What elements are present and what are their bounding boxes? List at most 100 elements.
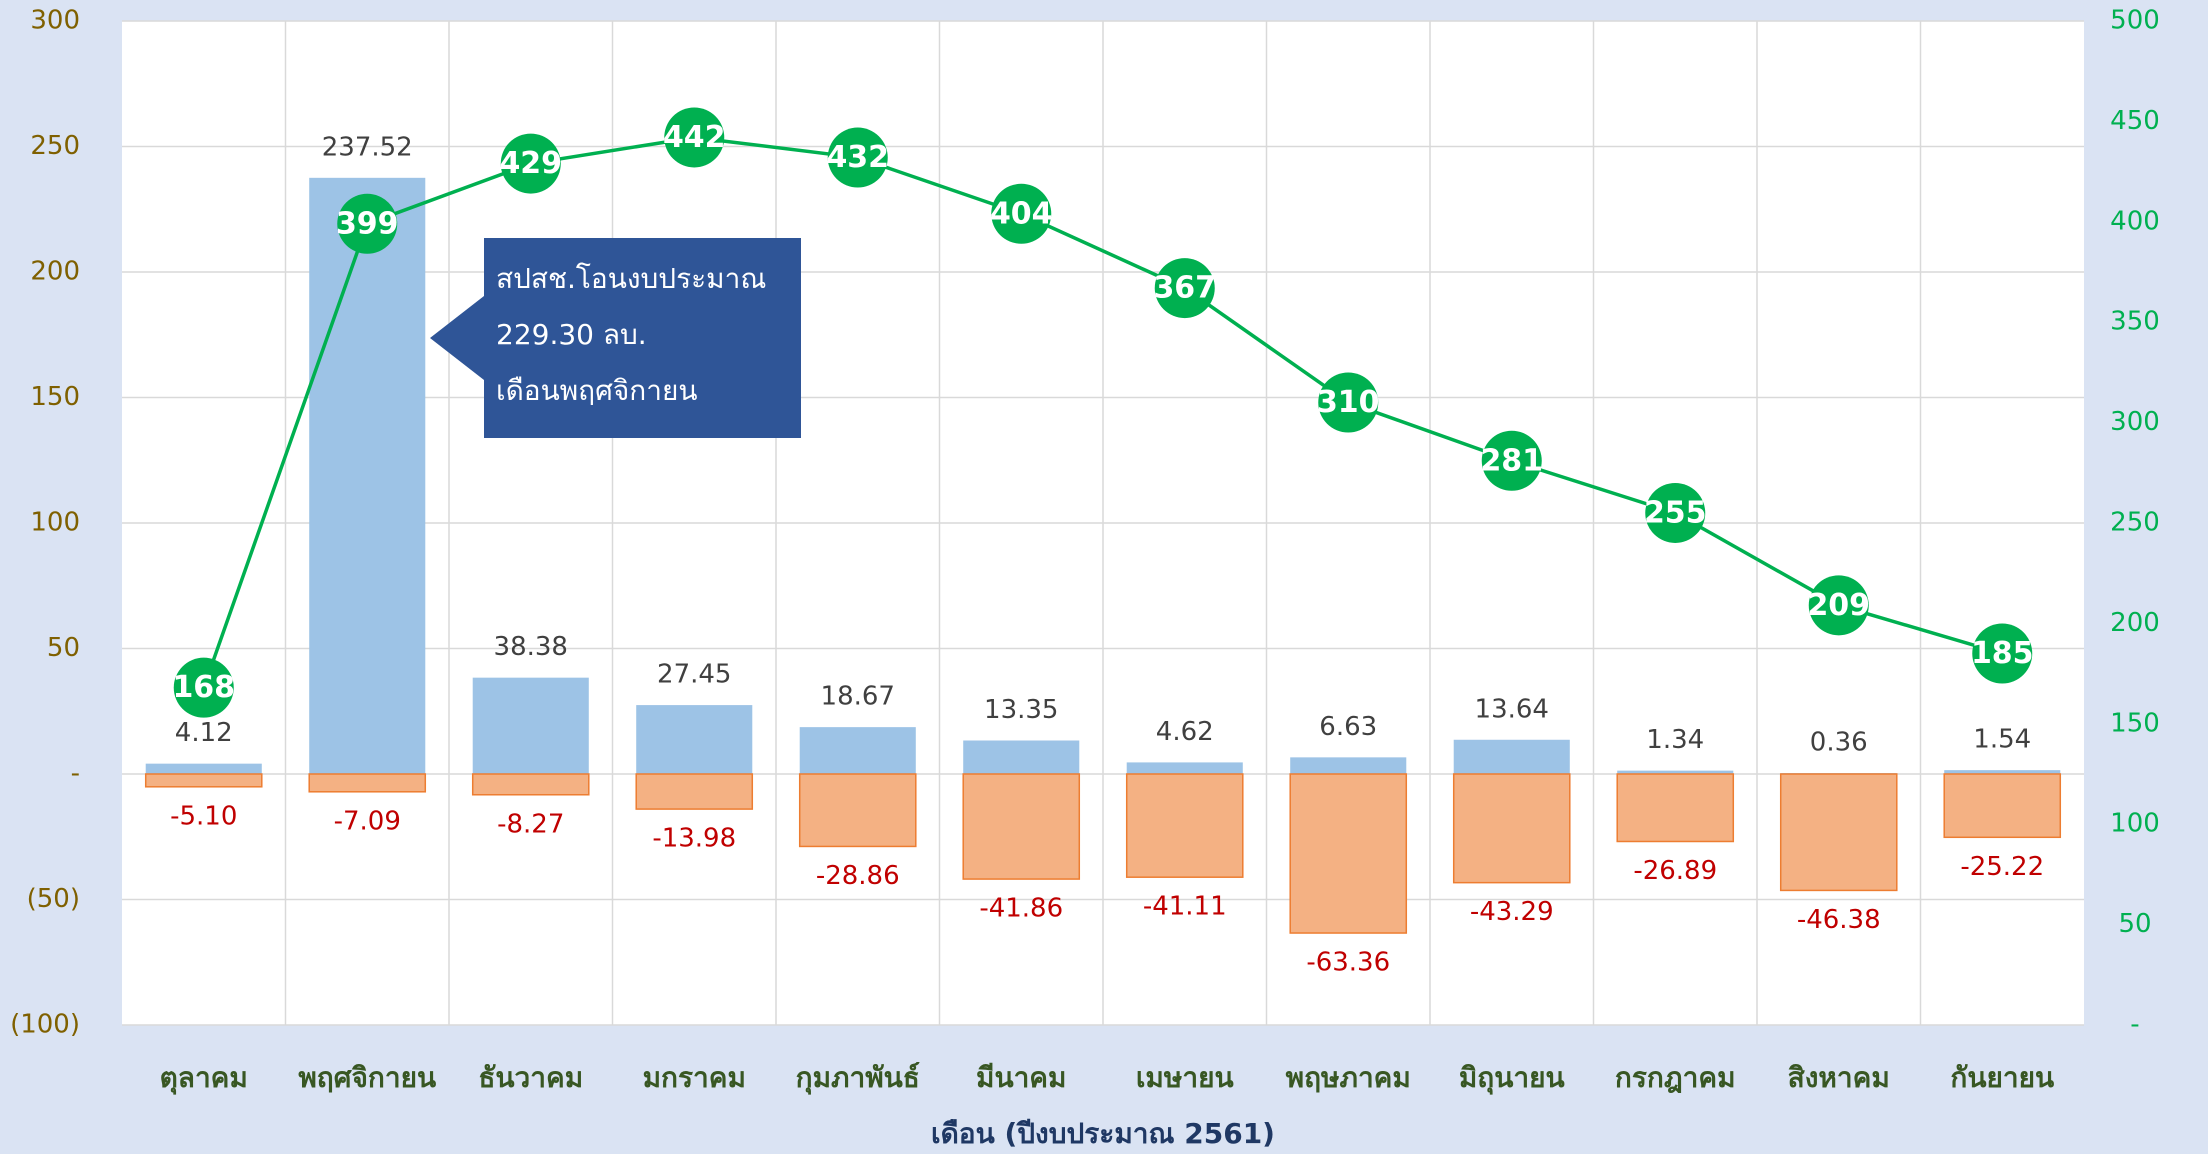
x-tick-label: พฤศจิกายน <box>298 1061 436 1094</box>
x-tick-label: สิงหาคม <box>1788 1061 1890 1094</box>
data-label: -26.89 <box>1633 856 1717 886</box>
data-label: -5.10 <box>170 801 237 831</box>
data-label: 1.34 <box>1646 725 1704 755</box>
line-marker <box>1481 430 1542 491</box>
bar <box>308 773 427 793</box>
data-label: -41.86 <box>979 894 1063 924</box>
line-label: 432 <box>826 140 889 175</box>
y-tick-label: (100) <box>10 1010 80 1040</box>
x-tick-label: ตุลาคม <box>160 1061 248 1095</box>
bar <box>309 177 426 774</box>
line-label: 185 <box>1971 636 2034 671</box>
y-tick-label: 100 <box>30 508 80 538</box>
bar <box>1126 762 1243 774</box>
line-marker <box>173 657 234 718</box>
line-marker <box>1154 258 1215 319</box>
y2-tick-label: 100 <box>2110 809 2160 839</box>
line-marker <box>337 193 398 254</box>
y2-tick-label: 200 <box>2110 608 2160 638</box>
line-label: 209 <box>1807 588 1870 623</box>
data-label: 13.35 <box>984 695 1058 725</box>
line-label: 255 <box>1644 495 1707 530</box>
line-label: 429 <box>499 146 562 181</box>
bar <box>1616 773 1735 843</box>
data-label: 6.63 <box>1319 712 1377 742</box>
y-tick-label: 300 <box>30 6 80 36</box>
bar <box>1289 773 1408 934</box>
bar <box>145 763 262 774</box>
bar <box>635 773 754 810</box>
x-tick-label: กุมภาพันธ์ <box>796 1061 920 1095</box>
bar <box>1290 757 1407 774</box>
x-tick-label: กันยายน <box>1950 1061 2054 1094</box>
bar <box>1617 770 1734 774</box>
data-label: -28.86 <box>816 861 900 891</box>
line-marker <box>664 107 725 168</box>
callout-box <box>430 238 801 438</box>
data-label: -7.09 <box>334 806 401 836</box>
y-tick-label: - <box>71 759 80 789</box>
y2-tick-label: 500 <box>2110 6 2160 36</box>
y2-tick-label: 150 <box>2110 708 2160 738</box>
y2-tick-label: 300 <box>2110 407 2160 437</box>
callout-text: สปสช.โอนงบประมาณ <box>496 262 766 295</box>
data-label: -46.38 <box>1797 905 1881 935</box>
bar <box>1943 773 2062 839</box>
bar <box>1453 739 1570 774</box>
bar <box>1452 773 1571 884</box>
line-marker <box>500 133 561 194</box>
data-label: 237.52 <box>322 132 413 162</box>
data-label: -43.29 <box>1470 897 1554 927</box>
line-marker <box>991 183 1052 244</box>
bar <box>799 727 916 774</box>
y2-tick-label: 50 <box>2118 909 2151 939</box>
bar <box>798 773 917 848</box>
bar <box>1125 773 1244 878</box>
x-tick-label: กรกฎาคม <box>1615 1061 1736 1094</box>
data-label: 18.67 <box>821 682 895 712</box>
line-label: 281 <box>1480 443 1543 478</box>
data-label: 38.38 <box>494 632 568 662</box>
x-tick-label: พฤษภาคม <box>1286 1061 1411 1094</box>
data-label: -8.27 <box>497 809 564 839</box>
data-label: 13.64 <box>1475 694 1549 724</box>
line-marker <box>1972 623 2033 684</box>
y2-tick-label: 400 <box>2110 206 2160 236</box>
bar <box>636 705 753 774</box>
data-label: -25.22 <box>1960 852 2044 882</box>
line-label: 404 <box>990 196 1053 231</box>
x-tick-label: มกราคม <box>643 1061 746 1094</box>
y2-tick-label: 350 <box>2110 307 2160 337</box>
line-marker <box>1318 372 1379 433</box>
data-label: 4.62 <box>1156 717 1214 747</box>
line-label: 367 <box>1153 271 1216 306</box>
y2-tick-label: 250 <box>2110 508 2160 538</box>
y-tick-label: 250 <box>30 131 80 161</box>
line-marker <box>827 127 888 188</box>
x-tick-label: ธันวาคม <box>478 1061 583 1094</box>
line-label: 168 <box>172 670 235 705</box>
data-label: 1.54 <box>1973 725 2031 755</box>
bar <box>963 740 1080 774</box>
data-label: -63.36 <box>1306 948 1390 978</box>
data-label: -13.98 <box>652 824 736 854</box>
bar <box>1779 773 1898 892</box>
line-marker <box>1808 575 1869 636</box>
x-axis-title: เดือน (ปีงบประมาณ 2561) <box>931 1117 1275 1150</box>
bar <box>1944 770 2061 774</box>
y-tick-label: 50 <box>47 633 80 663</box>
line-label: 399 <box>336 206 399 241</box>
x-tick-label: มิถุนายน <box>1459 1061 1565 1095</box>
y-tick-label: (50) <box>27 884 80 914</box>
bar <box>962 773 1081 880</box>
data-label: 4.12 <box>175 718 233 748</box>
line-label: 310 <box>1317 385 1380 420</box>
data-label: 0.36 <box>1810 728 1868 758</box>
bar <box>144 773 263 788</box>
x-tick-label: มีนาคม <box>976 1061 1067 1094</box>
y2-tick-label: - <box>2130 1010 2139 1040</box>
y-tick-label: 150 <box>30 382 80 412</box>
bar <box>472 677 589 774</box>
line-marker <box>1645 482 1706 543</box>
